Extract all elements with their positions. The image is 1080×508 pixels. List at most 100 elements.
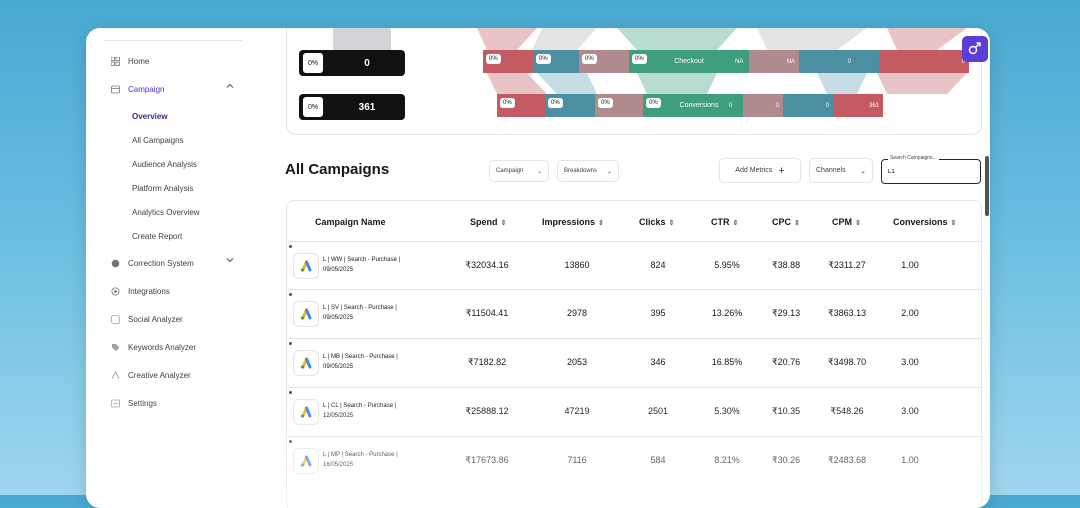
funnel-segment: 0% [545, 94, 595, 117]
column-header-conversions[interactable]: Conversions ⇕ [893, 217, 956, 227]
column-header-spend[interactable]: Spend ⇕ [470, 217, 506, 227]
funnel-gray-connector [333, 28, 391, 52]
table-row[interactable]: L | MP | Search - Purchase | 16/05/2025 … [287, 437, 981, 485]
tag-icon [110, 342, 120, 352]
app-window: Home Campaign Overview All Campaigns Aud… [86, 28, 990, 508]
google-ads-logo-icon [293, 253, 319, 279]
campaign-select[interactable]: Campaign ⌄ [489, 160, 549, 182]
funnel-segment: 0 [879, 50, 969, 73]
chevron-up-icon[interactable] [226, 82, 234, 92]
clicks-cell: 395 [650, 308, 666, 318]
campaign-name[interactable]: L | MP | Search - Purchase | 16/05/2025 [323, 452, 398, 468]
sort-icon: ⇕ [668, 220, 675, 227]
channels-select-label: Channels [816, 167, 846, 174]
header-label: CPC [772, 217, 792, 227]
column-header-impressions[interactable]: Impressions ⇕ [542, 217, 604, 227]
page-title: All Campaigns [285, 161, 390, 178]
sidebar-sub-all-campaigns[interactable]: All Campaigns [132, 136, 184, 145]
cpc-cell: ₹29.13 [771, 308, 801, 318]
header-label: Impressions [542, 217, 596, 227]
sidebar-item-label: Keywords Analyzer [128, 342, 197, 352]
share-link-button[interactable] [962, 36, 988, 62]
creative-icon [110, 370, 120, 380]
column-header-campaign-name[interactable]: Campaign Name [315, 217, 386, 227]
sidebar-item-correction-system[interactable]: Correction System [110, 256, 194, 270]
row-marker [289, 440, 292, 443]
cpm-cell: ₹3498.70 [827, 357, 867, 367]
funnel-segment: 0% [579, 50, 629, 73]
column-header-ctr[interactable]: CTR ⇕ [711, 217, 738, 227]
sidebar-item-integrations[interactable]: Integrations [110, 284, 170, 298]
funnel-chip: 0% [598, 98, 613, 108]
chevron-down-icon: ⌄ [536, 168, 542, 175]
campaign-name[interactable]: L | WW | Search - Purchase | 09/05/2025 [323, 257, 401, 273]
funnel-segment: NA NA [735, 50, 799, 73]
funnel-metric-box: 0% 361 [299, 94, 405, 120]
chevron-down-icon: ⌄ [606, 168, 612, 175]
impressions-cell: 47219 [564, 406, 590, 416]
sort-icon: ⇕ [950, 220, 957, 227]
campaign-icon [110, 84, 120, 94]
sidebar-sub-overview[interactable]: Overview [132, 112, 168, 121]
funnel-chart: 0% 0 0% 361 0% 0% 0% [286, 28, 982, 135]
divider [287, 387, 981, 388]
sort-icon: ⇕ [732, 220, 739, 227]
sidebar-item-social-analyzer[interactable]: Social Analyzer [110, 312, 183, 326]
sidebar-sub-audience-analysis[interactable]: Audience Analysis [132, 160, 197, 169]
campaign-name[interactable]: L | SV | Search - Purchase | 09/05/2025 [323, 305, 397, 321]
search-campaigns-field[interactable]: Search Campaigns... [881, 155, 981, 184]
sidebar-sub-analytics-overview[interactable]: Analytics Overview [132, 208, 200, 217]
table-row[interactable]: L | CL | Search - Purchase | 12/05/2025 … [287, 388, 981, 436]
sidebar-sub-platform-analysis[interactable]: Platform Analysis [132, 184, 194, 193]
clicks-cell: 346 [650, 357, 666, 367]
google-ads-logo-icon [293, 448, 319, 474]
funnel-connectors [477, 28, 967, 94]
breakdowns-select[interactable]: Breakdowns ⌄ [557, 160, 619, 182]
sidebar-item-campaign[interactable]: Campaign [110, 82, 164, 96]
sidebar-item-settings[interactable]: Settings [110, 396, 157, 410]
table-row[interactable]: L | WW | Search - Purchase | 09/05/2025 … [287, 242, 981, 289]
add-metrics-button[interactable]: Add Metrics + [719, 158, 801, 183]
chevron-down-icon[interactable] [226, 256, 234, 266]
header-label: CTR [711, 217, 730, 227]
grid-icon [110, 56, 120, 66]
funnel-value: 0 [825, 102, 829, 109]
add-metrics-label: Add Metrics [735, 167, 773, 174]
integrations-icon [110, 286, 120, 296]
table-row[interactable]: L | SV | Search - Purchase | 09/05/2025 … [287, 290, 981, 338]
external-link-icon [968, 41, 982, 58]
campaign-name[interactable]: L | MB | Search - Purchase | 09/05/2025 [323, 354, 398, 370]
header-label: Spend [470, 217, 498, 227]
sidebar-item-creative-analyzer[interactable]: Creative Analyzer [110, 368, 191, 382]
table-row[interactable]: L | MB | Search - Purchase | 09/05/2025 … [287, 339, 981, 387]
sidebar-item-home[interactable]: Home [110, 54, 149, 68]
search-input[interactable] [888, 166, 974, 178]
sidebar-item-keywords-analyzer[interactable]: Keywords Analyzer [110, 340, 196, 354]
google-ads-logo-icon [293, 350, 319, 376]
funnel-value: 0 [961, 58, 965, 65]
funnel-segment-conversions: 0% Conversions [643, 94, 743, 117]
funnel-value: NA [786, 58, 795, 65]
funnel-value: 361 [868, 102, 879, 109]
sort-icon: ⇕ [855, 220, 861, 227]
column-header-cpc[interactable]: CPC ⇕ [772, 217, 800, 227]
channels-select[interactable]: Channels ⌄ [809, 158, 873, 183]
sidebar-item-label: Integrations [128, 286, 170, 296]
funnel-chip: 0% [500, 98, 515, 108]
column-header-cpm[interactable]: CPM ⇕ [832, 217, 861, 227]
scrollbar[interactable] [985, 156, 989, 216]
conversions-cell: 1.00 [901, 260, 919, 270]
funnel-segment: 0% [595, 94, 643, 117]
column-header-clicks[interactable]: Clicks ⇕ [639, 217, 674, 227]
sidebar-sub-create-report[interactable]: Create Report [132, 232, 183, 241]
settings-icon [110, 398, 120, 408]
funnel-metric-pct: 0% [303, 53, 323, 73]
cpc-cell: ₹20.76 [771, 357, 801, 367]
campaign-name[interactable]: L | CL | Search - Purchase | 12/05/2025 [323, 403, 397, 419]
impressions-cell: 13860 [564, 260, 590, 270]
ctr-cell: 5.95% [714, 260, 740, 270]
divider [104, 40, 242, 41]
header-label: CPM [832, 217, 852, 227]
funnel-chip: 0% [582, 54, 597, 64]
funnel-metric-value: 361 [358, 101, 376, 113]
